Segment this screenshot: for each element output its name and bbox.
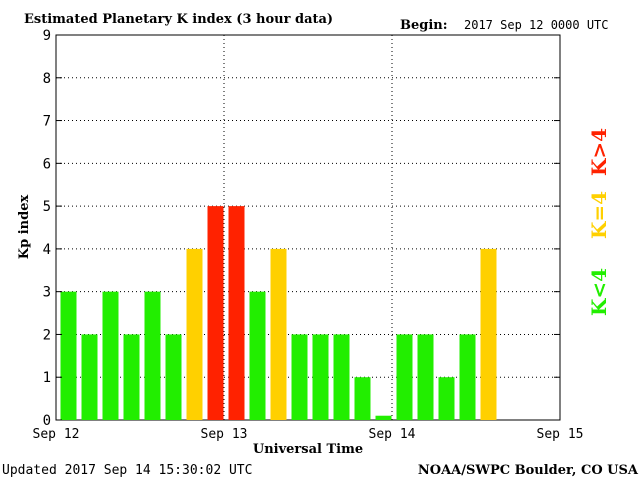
y-tick-label: 4 [43,242,51,258]
grid-lines [56,35,560,420]
y-tick-label: 0 [43,413,51,429]
y-tick-label: 2 [43,327,51,343]
kp-bar [165,334,182,420]
y-tick-label: 6 [43,156,51,172]
source-credit: NOAA/SWPC Boulder, CO USA [418,463,639,478]
kp-bar [123,334,140,420]
x-axis-label: Universal Time [253,442,363,457]
bars-group [60,206,497,420]
x-tick-label: Sep 14 [369,427,416,442]
y-tick-label: 3 [43,285,51,301]
legend-low: K<4 [587,268,611,316]
begin-value: 2017 Sep 12 0000 UTC [464,18,609,32]
x-tick-label: Sep 15 [537,427,584,442]
kp-bar [375,415,392,420]
y-axis-label: Kp index [17,195,32,260]
plot-frame [55,34,561,421]
begin-label: Begin: [400,18,448,33]
y-tick-label: 7 [43,114,51,130]
chart-title: Estimated Planetary K index (3 hour data… [24,12,333,27]
kp-bar [249,291,266,420]
x-tick-label: Sep 13 [201,427,248,442]
updated-timestamp: Updated 2017 Sep 14 15:30:02 UTC [2,463,252,478]
y-tick-label: 5 [43,199,51,215]
y-tick-label: 8 [43,71,51,87]
kp-bar [333,334,350,420]
x-tick-label: Sep 12 [33,427,80,442]
kp-bar [186,248,203,420]
kp-bar [207,206,224,420]
kp-bar [312,334,329,420]
kp-bar [396,334,413,420]
kp-bar [291,334,308,420]
y-ticks: 0 1 2 3 4 5 6 7 8 9 [43,28,560,429]
kp-bar [60,291,77,420]
kp-bar [144,291,161,420]
x-ticks: Sep 12 Sep 13 Sep 14 Sep 15 [33,427,584,442]
y-tick-label: 9 [43,28,51,44]
kp-bar [438,377,455,420]
y-tick-label: 1 [43,370,51,386]
kp-bar [102,291,119,420]
legend-equal: K=4 [587,191,611,239]
kp-bar [417,334,434,420]
kp-bar [354,377,371,420]
kp-bar [459,334,476,420]
kp-bar [81,334,98,420]
kp-bar [480,248,497,420]
kp-bar [228,206,245,420]
kp-bar [270,248,287,420]
legend-high: K>4 [587,128,611,176]
